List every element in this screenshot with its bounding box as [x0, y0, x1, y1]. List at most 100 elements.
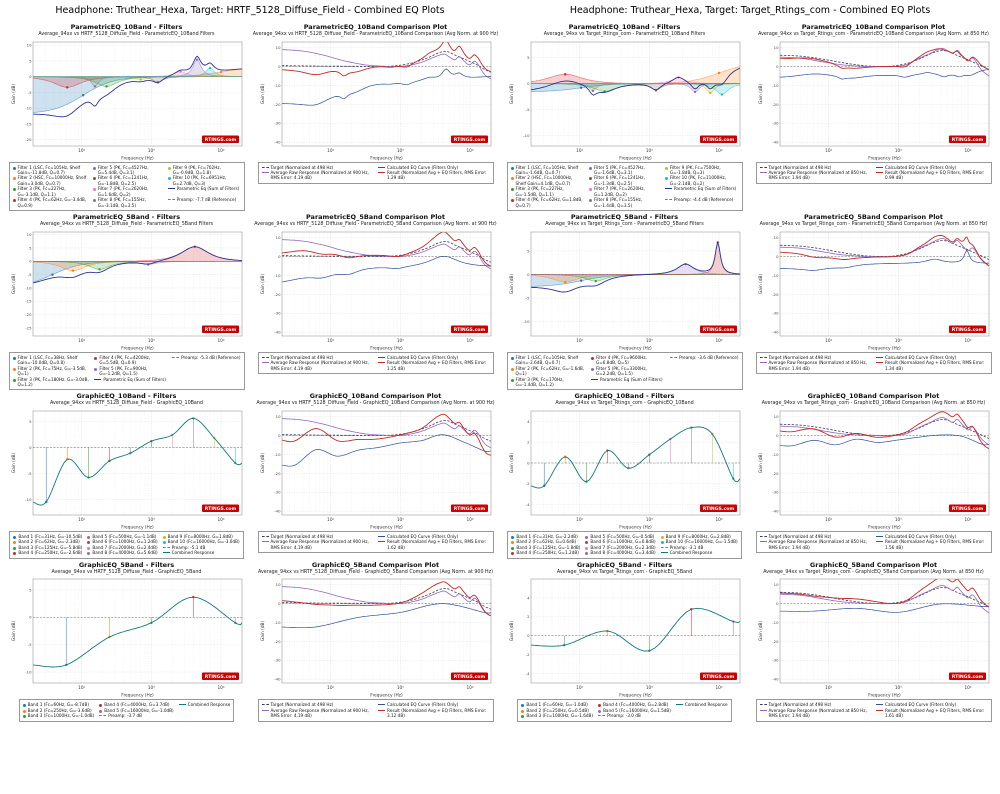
- legend-entry: Band 6 (Fc=1000Hz, G=0.8dB): [585, 539, 656, 545]
- plot-grid: [779, 579, 989, 684]
- legend-label: Band 4 (Fc=250Hz, G=1.2dB): [516, 550, 579, 556]
- svg-text:5: 5: [527, 55, 530, 60]
- series-group: [32, 417, 242, 506]
- legend-label: Filter 1 (LSC, Fc=105Hz, Shelf Gain=-11.…: [17, 164, 81, 175]
- legend-entry: Average Raw Response (Normalized at 900 …: [261, 708, 374, 719]
- legend-marker: [22, 704, 26, 708]
- svg-text:10²: 10²: [327, 685, 334, 690]
- result-curve: [779, 234, 989, 266]
- legend-entry: Combined Response: [162, 550, 240, 556]
- legend-entry: Average Raw Response (Normalized at 900 …: [261, 360, 374, 371]
- svg-text:10: 10: [275, 235, 280, 240]
- legend-label: Average Raw Response (Normalized at 850 …: [768, 539, 867, 550]
- chart-legend: Band 1 (Fc=31Hz, G=-10.5dB) Band 2 (Fc=62…: [9, 530, 244, 559]
- rtings-watermark: RTINGS.com: [948, 325, 986, 333]
- legend-entry: Target (Normalized at 498 Hz): [759, 702, 872, 707]
- svg-text:Frequency (Hz): Frequency (Hz): [868, 524, 901, 530]
- svg-text:10²: 10²: [327, 338, 334, 343]
- legend-marker: [759, 541, 767, 543]
- legend-marker: [876, 362, 884, 364]
- raw-curve: [281, 48, 491, 79]
- legend-entry: Target (Normalized at 498 Hz): [759, 355, 872, 360]
- legend-entry: Calculated EQ Curve (Filters Only): [876, 165, 987, 170]
- svg-text:-20: -20: [772, 292, 779, 297]
- legend-label: Band 9 (Fc=8000Hz, G=1.8dB): [167, 533, 233, 539]
- legend-marker: [13, 552, 17, 556]
- svg-text:10⁴: 10⁴: [964, 148, 971, 153]
- eq-curve: [779, 434, 989, 447]
- legend-marker: [261, 709, 269, 711]
- legend-label: Result (Normalized Avg + EQ Filters, RMS…: [885, 360, 985, 371]
- legend-label: Parametric Eq (Sum of Filters): [176, 186, 240, 192]
- legend-entry: Result (Normalized Avg + EQ Filters, RMS…: [378, 170, 489, 181]
- legend-label: Filter 6 (PK, Fc=1241Hz, G=-1.3dB, Q=2.5…: [594, 175, 645, 186]
- legend-label: Average Raw Response (Normalized at 850 …: [768, 707, 867, 719]
- svg-text:RTINGS.com: RTINGS.com: [453, 674, 485, 680]
- chart-title: GraphicEQ_5Band Comparison Plot: [311, 560, 440, 569]
- legend-marker: [12, 166, 16, 170]
- legend-label: Filter 5 (PK, Fc=900Hz, G=-1.2dB, Q=1.5): [99, 365, 148, 377]
- legend-label: Combined Response: [171, 550, 215, 556]
- eq-curve: [779, 603, 989, 613]
- eq-curve: [281, 434, 491, 467]
- svg-text:10²: 10²: [78, 517, 85, 522]
- legend-entry: Band 10 (Fc=16000Hz, G=-3.0dB): [162, 539, 240, 545]
- svg-text:RTINGS.com: RTINGS.com: [702, 506, 734, 512]
- svg-text:-10: -10: [274, 620, 281, 625]
- chart-title: ParametricEQ_10Band Comparison Plot: [801, 23, 946, 31]
- svg-text:Frequency (Hz): Frequency (Hz): [370, 524, 403, 530]
- raw-curve: [281, 586, 491, 617]
- figure-title-right: Headphone: Truthear_Hexa, Target: Target…: [569, 5, 931, 16]
- svg-text:0: 0: [29, 74, 32, 79]
- legend-marker: [94, 367, 98, 371]
- svg-text:Frequency (Hz): Frequency (Hz): [121, 524, 154, 530]
- legend-entry: Preamp: -4.4 dB (Reference): [664, 197, 739, 208]
- svg-text:10⁴: 10⁴: [715, 685, 722, 690]
- legend-marker: [759, 704, 767, 706]
- svg-text:10: 10: [773, 414, 778, 419]
- legend-entry: Result (Normalized Avg + EQ Filters, RMS…: [378, 708, 489, 719]
- legend-entry: Result (Normalized Avg + EQ Filters, RMS…: [378, 539, 489, 550]
- chart-legend: Filter 1 (LSC, Fc=105Hz, Shelf Gain=-11.…: [8, 161, 245, 212]
- legend-entry: Combined Response: [675, 702, 728, 707]
- chart-legend: Target (Normalized at 498 Hz) Average Raw…: [257, 161, 494, 184]
- legend-entry: Band 4 (Fc=4000Hz, G=2.8dB): [598, 702, 671, 708]
- svg-text:-10: -10: [523, 133, 530, 138]
- chart-title: ParametricEQ_5Band - Filters: [72, 213, 181, 222]
- legend-label: Combined Response: [669, 550, 713, 556]
- svg-text:4: 4: [527, 596, 530, 601]
- svg-text:RTINGS.com: RTINGS.com: [453, 136, 485, 142]
- legend-marker: [94, 356, 98, 360]
- legend-marker: [99, 704, 103, 708]
- legend-marker: [172, 356, 180, 358]
- svg-text:10³: 10³: [894, 517, 901, 522]
- legend-label: Target (Normalized at 498 Hz): [768, 164, 832, 170]
- legend-entry: Average Raw Response (Normalized at 850 …: [759, 170, 872, 181]
- legend-marker: [589, 188, 593, 192]
- legend-marker: [94, 378, 102, 380]
- legend-label: Band 5 (Fc=500Hz, G=-1.1dB): [92, 533, 157, 539]
- chart-subtitle: Average_94xx vs Target_Rtings_com - Para…: [759, 221, 988, 227]
- chart-plot: 10² 10³ 10⁴ 10 0 -10 -20 -30 -40 Frequency (Hz) Ga…: [758, 41, 989, 161]
- legend-label: Preamp: -7.7 dB (Reference): [176, 197, 237, 203]
- legend-label: Preamp: -3.7 dB: [108, 713, 143, 719]
- legend-marker: [261, 541, 269, 543]
- svg-text:RTINGS.com: RTINGS.com: [204, 674, 236, 680]
- legend-entry: Band 4 (Fc=4000Hz, G=3.7dB): [99, 702, 173, 708]
- svg-text:Frequency (Hz): Frequency (Hz): [121, 155, 154, 161]
- legend-marker: [660, 552, 668, 554]
- svg-text:0: 0: [29, 615, 32, 620]
- legend-entry: Band 5 (Fc=16000Hz, G=1.5dB): [598, 708, 671, 713]
- legend-marker: [759, 362, 767, 364]
- rtings-watermark: RTINGS.com: [201, 325, 239, 333]
- svg-text:0: 0: [278, 254, 281, 259]
- svg-text:-40: -40: [274, 329, 281, 334]
- plot-grid: [779, 231, 989, 336]
- legend-entry: Band 1 (Fc=31Hz, G=-10.5dB): [13, 534, 82, 539]
- svg-text:Frequency (Hz): Frequency (Hz): [868, 693, 901, 699]
- svg-text:10⁴: 10⁴: [217, 685, 224, 690]
- svg-text:-20: -20: [772, 639, 779, 644]
- svg-text:RTINGS.com: RTINGS.com: [951, 674, 983, 680]
- legend-marker: [378, 172, 386, 173]
- svg-text:10⁴: 10⁴: [217, 517, 224, 522]
